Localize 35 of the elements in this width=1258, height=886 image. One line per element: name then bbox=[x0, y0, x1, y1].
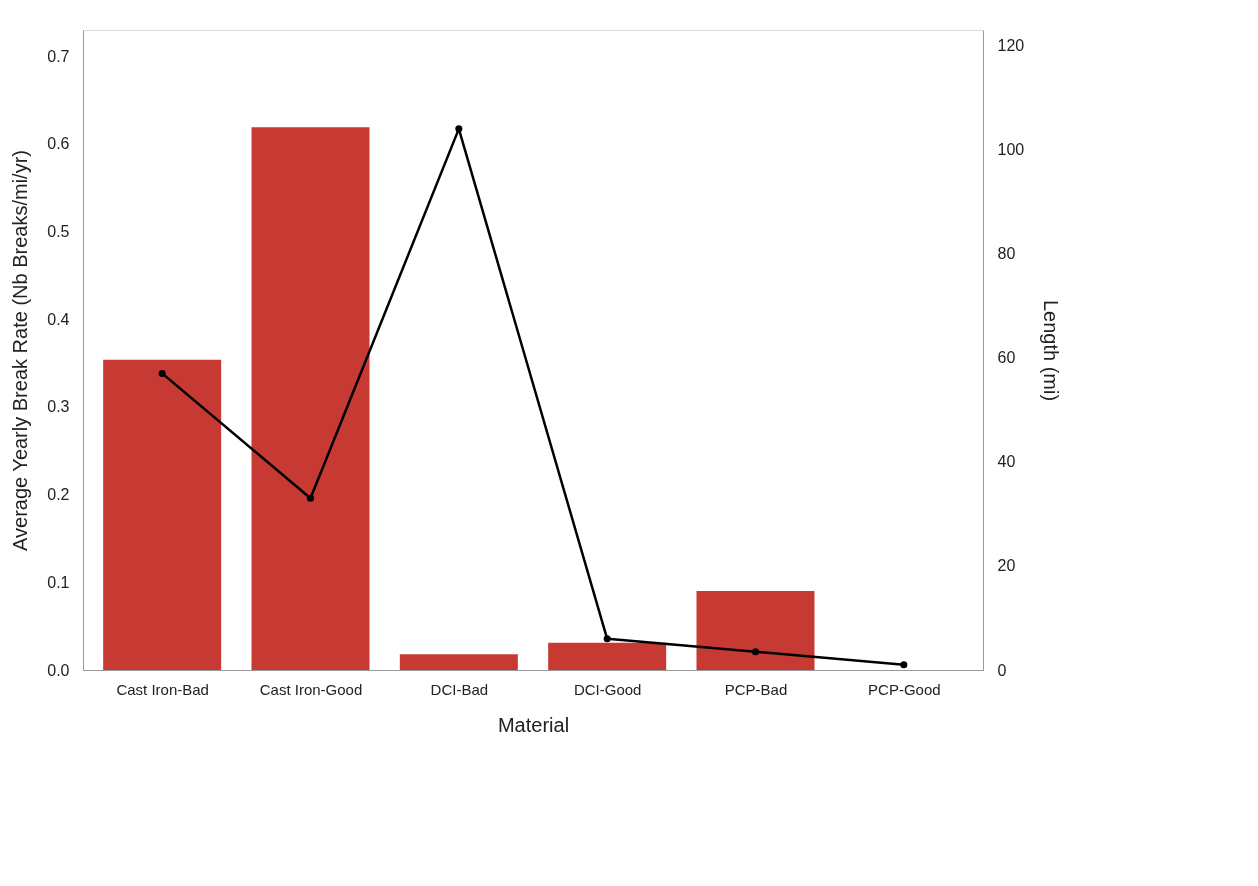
y-tick-label: 0.7 bbox=[47, 47, 70, 65]
point bbox=[751, 648, 760, 656]
x-tick-label: Cast Iron-Bad bbox=[116, 680, 209, 698]
y2-axis-title: Length (mi) bbox=[1040, 299, 1063, 402]
bar bbox=[548, 642, 667, 670]
x-tick-label: DCI-Bad bbox=[430, 680, 489, 698]
y2-tick-label: 120 bbox=[997, 37, 1025, 55]
y-tick-label: 0.3 bbox=[47, 398, 70, 416]
y-tick-label: 0.5 bbox=[47, 223, 70, 241]
y2-tick-label: 40 bbox=[997, 453, 1016, 471]
bar bbox=[251, 127, 370, 670]
y2-tick-label: 80 bbox=[997, 245, 1016, 263]
y-tick-label: 0.0 bbox=[47, 661, 70, 679]
y-tick-label: 0.6 bbox=[47, 135, 70, 153]
y-tick-label: 0.2 bbox=[47, 486, 70, 504]
point bbox=[900, 661, 908, 669]
bar bbox=[399, 654, 518, 670]
point bbox=[306, 494, 315, 502]
point bbox=[455, 125, 463, 133]
x-tick-label: DCI-Good bbox=[573, 680, 642, 698]
y-tick-label: 0.1 bbox=[47, 573, 70, 591]
y2-tick-label: 20 bbox=[997, 557, 1016, 575]
y-tick-label: 0.4 bbox=[47, 310, 70, 328]
x-axis-title: Material bbox=[497, 713, 570, 736]
y2-tick-label: 60 bbox=[997, 349, 1016, 367]
y2-tick-label: 100 bbox=[997, 141, 1025, 159]
x-tick-label: Cast Iron-Good bbox=[259, 680, 363, 698]
bar bbox=[696, 591, 815, 670]
point bbox=[158, 369, 166, 377]
y2-tick-label: 0 bbox=[997, 661, 1007, 679]
x-tick-label: PCP-Bad bbox=[724, 680, 788, 698]
bar bbox=[103, 359, 222, 670]
y-axis-title: Average Yearly Break Rate (Nb Breaks/mi/yr) bbox=[9, 150, 32, 551]
x-tick-label: PCP-Good bbox=[868, 680, 941, 698]
point bbox=[603, 635, 611, 643]
